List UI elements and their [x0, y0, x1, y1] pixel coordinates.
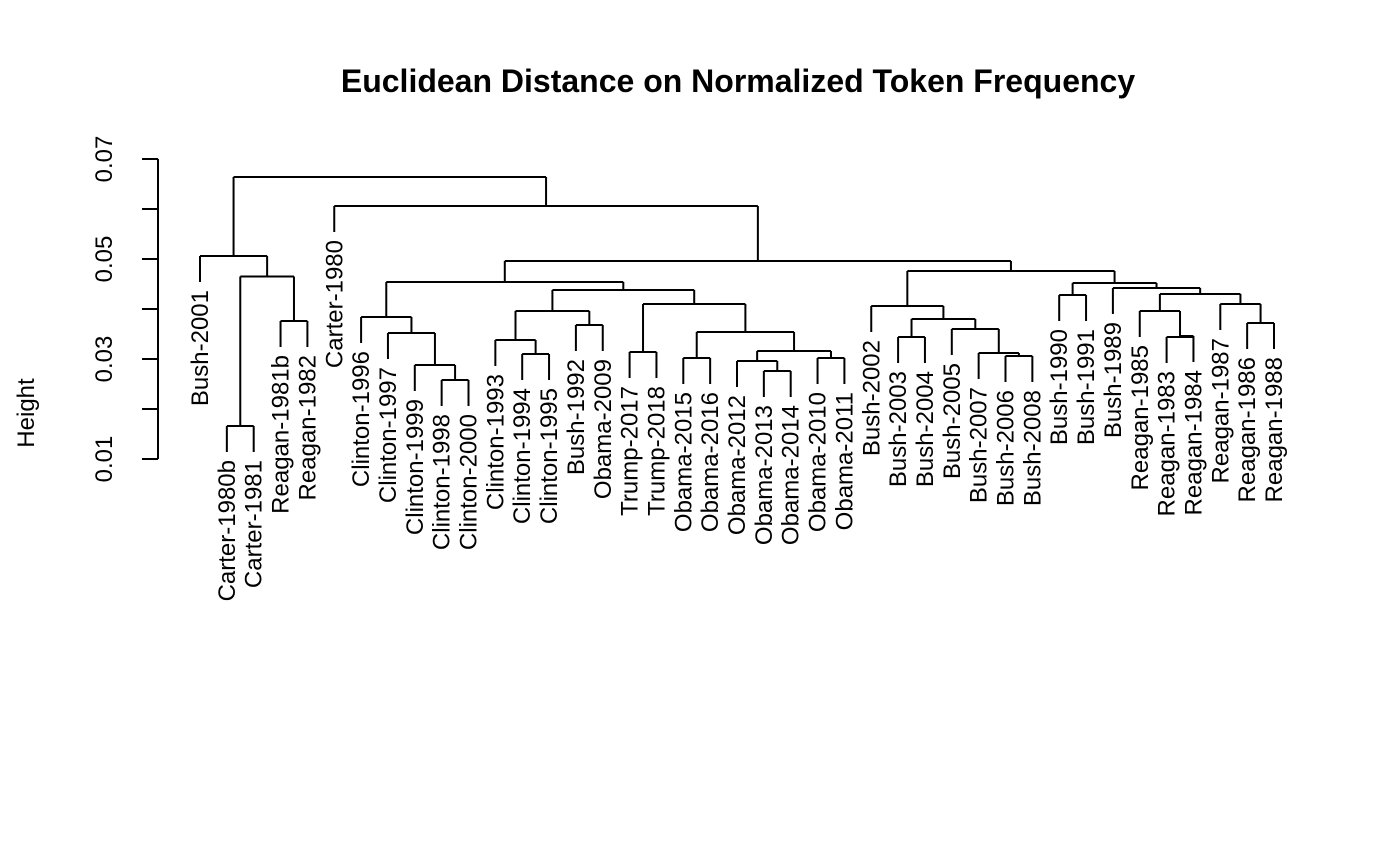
leaf-label: Reagan-1982 — [294, 355, 321, 500]
leaf-label: Carter-1980 — [321, 240, 348, 368]
leaf-label: Obama-2016 — [697, 392, 724, 532]
leaf-label: Bush-2003 — [885, 371, 912, 487]
leaf-label: Bush-1990 — [1046, 329, 1073, 445]
leaf-label: Reagan-1985 — [1127, 345, 1154, 490]
leaf-label: Carter-1980b — [214, 460, 241, 601]
y-tick-label: 0.03 — [91, 336, 118, 383]
leaf-label: Trump-2017 — [617, 386, 644, 516]
leaf-label: Clinton-1993 — [482, 374, 509, 510]
leaf-label: Bush-2004 — [912, 371, 939, 487]
y-tick-label: 0.05 — [91, 236, 118, 283]
leaf-label: Bush-2006 — [993, 390, 1020, 506]
y-tick-label: 0.01 — [91, 436, 118, 483]
leaf-label: Bush-1992 — [563, 359, 590, 475]
chart-title: Euclidean Distance on Normalized Token F… — [341, 63, 1135, 99]
y-tick-label: 0.07 — [91, 136, 118, 183]
leaf-label: Carter-1981 — [241, 460, 268, 588]
y-axis-label: Height — [13, 378, 40, 448]
leaf-label: Bush-2008 — [1019, 390, 1046, 506]
leaf-label: Clinton-1995 — [536, 388, 563, 524]
leaf-label: Bush-2002 — [858, 340, 885, 456]
leaf-label: Bush-1989 — [1100, 322, 1127, 438]
leaf-label: Obama-2011 — [831, 392, 858, 530]
leaf-label: Obama-2014 — [778, 405, 805, 545]
leaf-label: Bush-2007 — [966, 387, 993, 503]
leaf-label: Reagan-1987 — [1207, 338, 1234, 483]
leaf-label: Obama-2009 — [590, 359, 617, 499]
leaf-label: Reagan-1984 — [1180, 370, 1207, 515]
leaf-label: Clinton-1996 — [348, 351, 375, 487]
leaf-label: Bush-1991 — [1073, 329, 1100, 445]
leaf-label: Clinton-1999 — [402, 399, 429, 535]
leaf-label: Bush-2005 — [939, 363, 966, 479]
leaf-label: Obama-2012 — [724, 395, 751, 535]
leaf-label: Obama-2013 — [751, 405, 778, 545]
leaf-label: Clinton-1997 — [375, 367, 402, 503]
leaf-label: Clinton-2000 — [456, 414, 483, 550]
dendrogram-segments — [199, 176, 1275, 452]
y-axis: 0.01 0.03 0.05 0.07 — [91, 136, 159, 483]
leaf-label: Obama-2010 — [805, 392, 832, 532]
leaf-label: Reagan-1981b — [268, 355, 295, 514]
leaf-label: Reagan-1983 — [1154, 371, 1181, 516]
leaf-label: Trump-2018 — [643, 386, 670, 516]
leaf-label: Clinton-1994 — [509, 388, 536, 524]
leaf-label: Reagan-1986 — [1234, 357, 1261, 502]
leaf-label: Obama-2015 — [670, 392, 697, 532]
leaf-label: Reagan-1988 — [1261, 357, 1288, 502]
leaf-label: Bush-2001 — [187, 290, 214, 406]
leaf-label: Clinton-1998 — [429, 414, 456, 550]
